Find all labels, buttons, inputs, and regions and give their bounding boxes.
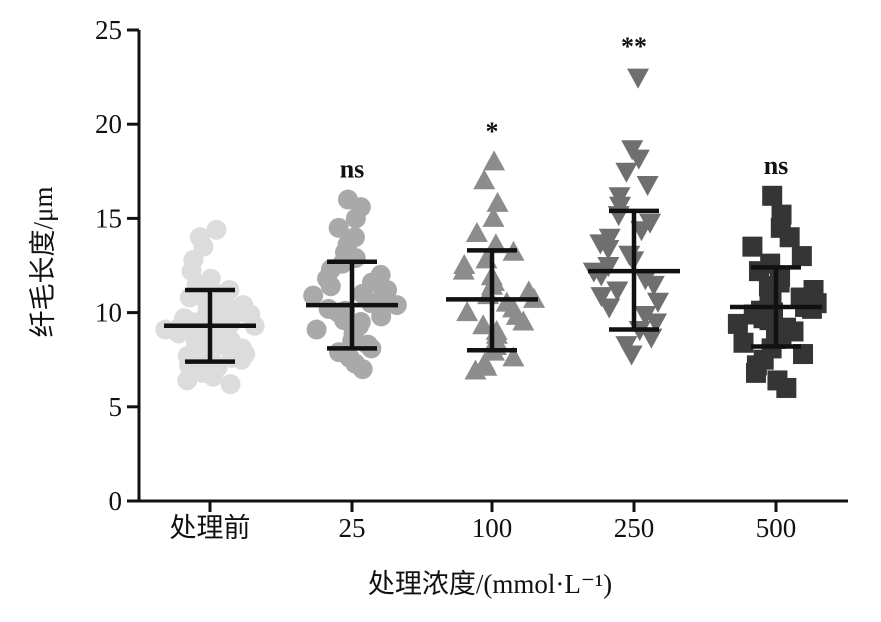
data-point [306, 319, 327, 340]
error-bars-layer [164, 208, 822, 364]
data-point [645, 313, 668, 334]
data-point [495, 291, 518, 312]
data-point [328, 217, 349, 238]
significance-label: * [486, 117, 499, 146]
data-point [634, 270, 657, 291]
x-ticks: 处理前 25 100 250 500 [170, 501, 797, 543]
x-tick-label: 处理前 [170, 513, 251, 543]
data-point [517, 280, 540, 301]
x-tick-label: 100 [472, 513, 513, 543]
data-point [627, 68, 650, 89]
data-point [598, 228, 621, 249]
data-point [606, 281, 629, 302]
data-point [803, 279, 824, 300]
data-point [636, 175, 659, 196]
data-point [598, 298, 621, 319]
data-point [465, 221, 488, 242]
data-point [344, 227, 365, 248]
data-point [727, 313, 748, 334]
data-point [733, 332, 754, 353]
data-point [200, 268, 221, 289]
y-tick-label: 20 [95, 109, 122, 139]
data-point [486, 191, 509, 212]
data-point [767, 370, 788, 391]
data-point [502, 346, 525, 367]
data-point [590, 287, 613, 308]
data-point [615, 336, 638, 357]
data-point [456, 301, 479, 322]
data-point [472, 314, 495, 335]
y-tick-label: 25 [95, 15, 122, 45]
significance-labels: ns***ns [340, 32, 789, 183]
y-tick-label: 0 [109, 486, 123, 516]
significance-label: ** [621, 32, 647, 61]
y-tick-label: 5 [109, 392, 123, 422]
data-point [453, 254, 476, 274]
data-point [597, 257, 620, 277]
data-point [634, 305, 657, 326]
data-point [483, 150, 506, 171]
data-point [377, 279, 398, 300]
data-point [771, 204, 792, 225]
y-ticks: 0 5 10 15 20 25 [95, 15, 139, 516]
data-point [206, 219, 227, 240]
significance-label: ns [764, 151, 789, 180]
x-axis-title: 处理浓度/(mmol·L⁻¹) [368, 569, 612, 599]
data-point [776, 317, 797, 338]
x-tick-label: 25 [339, 513, 366, 543]
x-tick-label: 500 [756, 513, 797, 543]
data-point [615, 162, 638, 183]
data-point [742, 236, 763, 257]
data-point [646, 292, 669, 313]
data-point [337, 189, 358, 210]
y-tick-label: 10 [95, 298, 122, 328]
data-point [220, 374, 241, 395]
data-point [303, 285, 324, 306]
data-point [762, 185, 783, 206]
x-tick-label: 250 [614, 513, 655, 543]
data-point [621, 140, 644, 161]
significance-label: ns [340, 155, 365, 184]
y-tick-label: 15 [95, 203, 122, 233]
y-axis-title: 纤毛长度/μm [28, 187, 58, 338]
data-point [473, 351, 496, 372]
data-point [233, 295, 254, 316]
data-point [318, 298, 339, 319]
data-point [639, 213, 662, 234]
data-point [609, 196, 632, 217]
data-point [793, 344, 814, 365]
data-point [174, 308, 195, 329]
data-point [370, 264, 391, 285]
data-point [473, 169, 496, 190]
data-point [482, 206, 505, 227]
data-point [640, 328, 663, 349]
data-point [189, 227, 210, 248]
data-point [608, 187, 631, 208]
data-point [350, 312, 371, 333]
data-point [791, 246, 812, 267]
data-point [177, 370, 198, 391]
